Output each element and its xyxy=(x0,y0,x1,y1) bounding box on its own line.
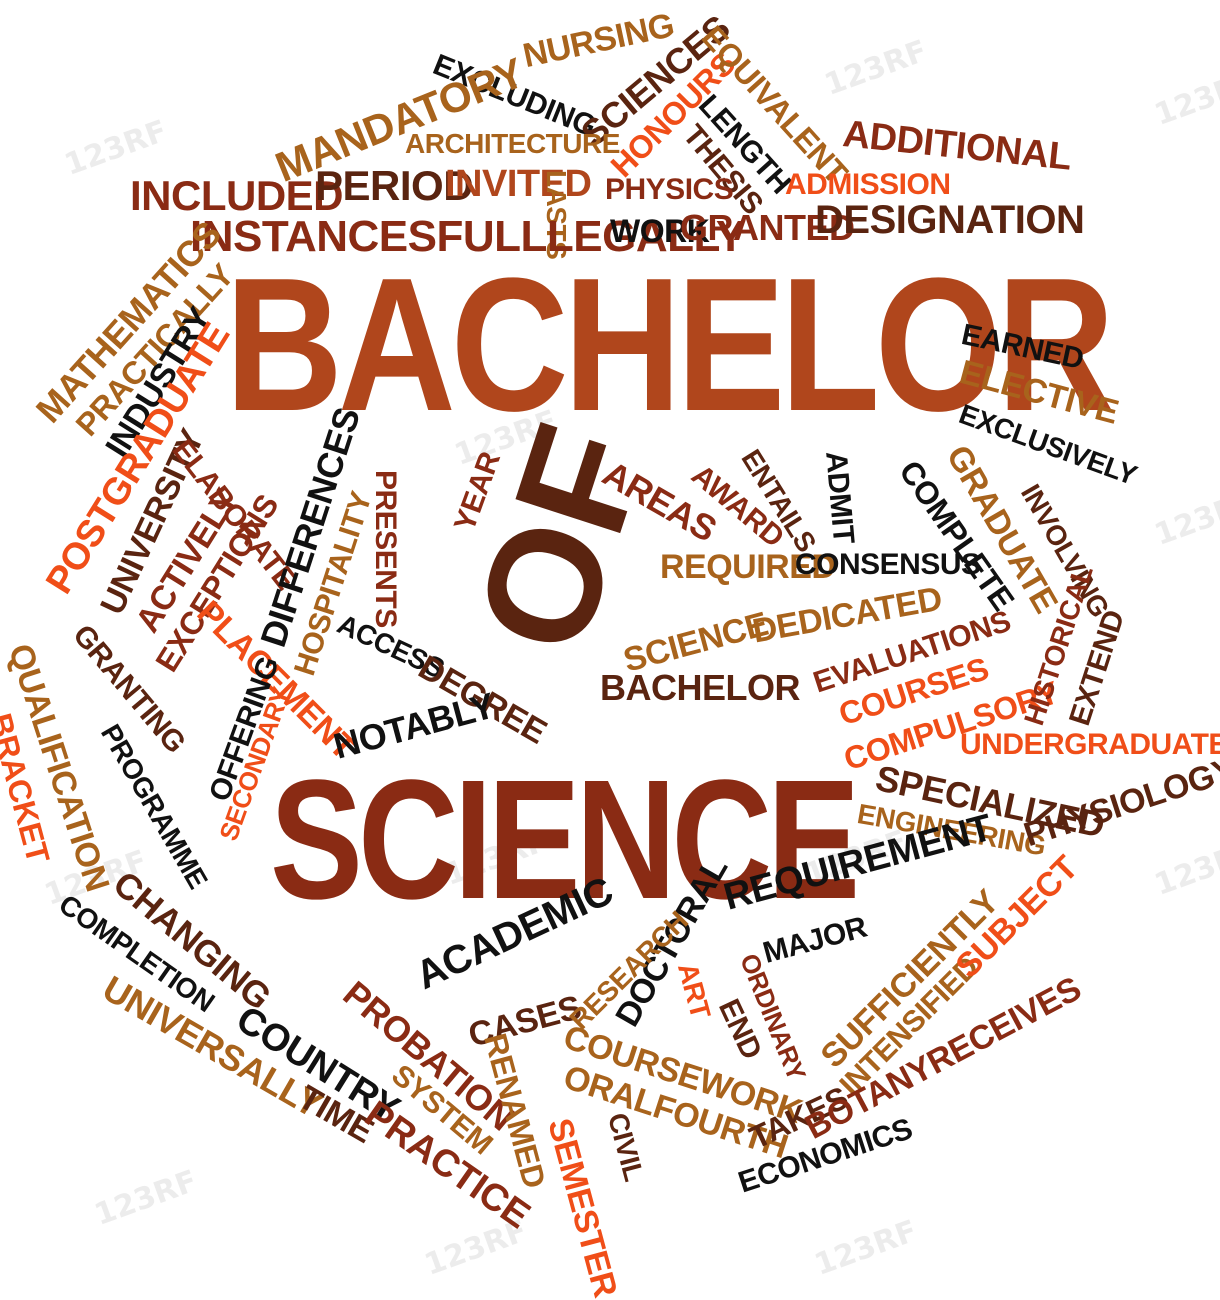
word-architecture: ARCHITECTURE xyxy=(405,128,620,159)
watermark: 123RF xyxy=(820,33,932,103)
word-admit: ADMIT xyxy=(819,449,861,545)
hero-bachelor: BACHELOR xyxy=(225,239,1115,451)
word-period: PERIOD xyxy=(315,162,474,209)
word-art: ART xyxy=(671,959,717,1022)
watermark: 123RF xyxy=(810,1213,922,1283)
hero-science: SCIENCE xyxy=(270,745,860,935)
word-work: WORK xyxy=(610,213,710,249)
word-required: REQUIRED xyxy=(660,548,836,586)
watermark: 123RF xyxy=(1150,833,1220,903)
word-designation: DESIGNATION xyxy=(815,198,1085,242)
word-instancesfulllegally: INSTANCESFULLLEGALLY xyxy=(190,212,745,261)
watermark: 123RF xyxy=(1150,63,1220,133)
word-admission: ADMISSION xyxy=(785,168,951,201)
word-bachelor: BACHELOR xyxy=(600,667,801,708)
watermark: 123RF xyxy=(90,1163,202,1233)
word-included: INCLUDED xyxy=(130,172,344,219)
watermark: 123RF xyxy=(1150,483,1220,553)
word-invited: INVITED xyxy=(445,163,592,205)
word-consensus: CONSENSUS xyxy=(795,548,981,581)
word-physics: PHYSICS xyxy=(605,173,734,206)
word-presents: PRESENTS xyxy=(369,470,402,628)
word-granted: GRANTED xyxy=(680,207,855,248)
word-undergraduate: UNDERGRADUATE xyxy=(960,728,1220,761)
